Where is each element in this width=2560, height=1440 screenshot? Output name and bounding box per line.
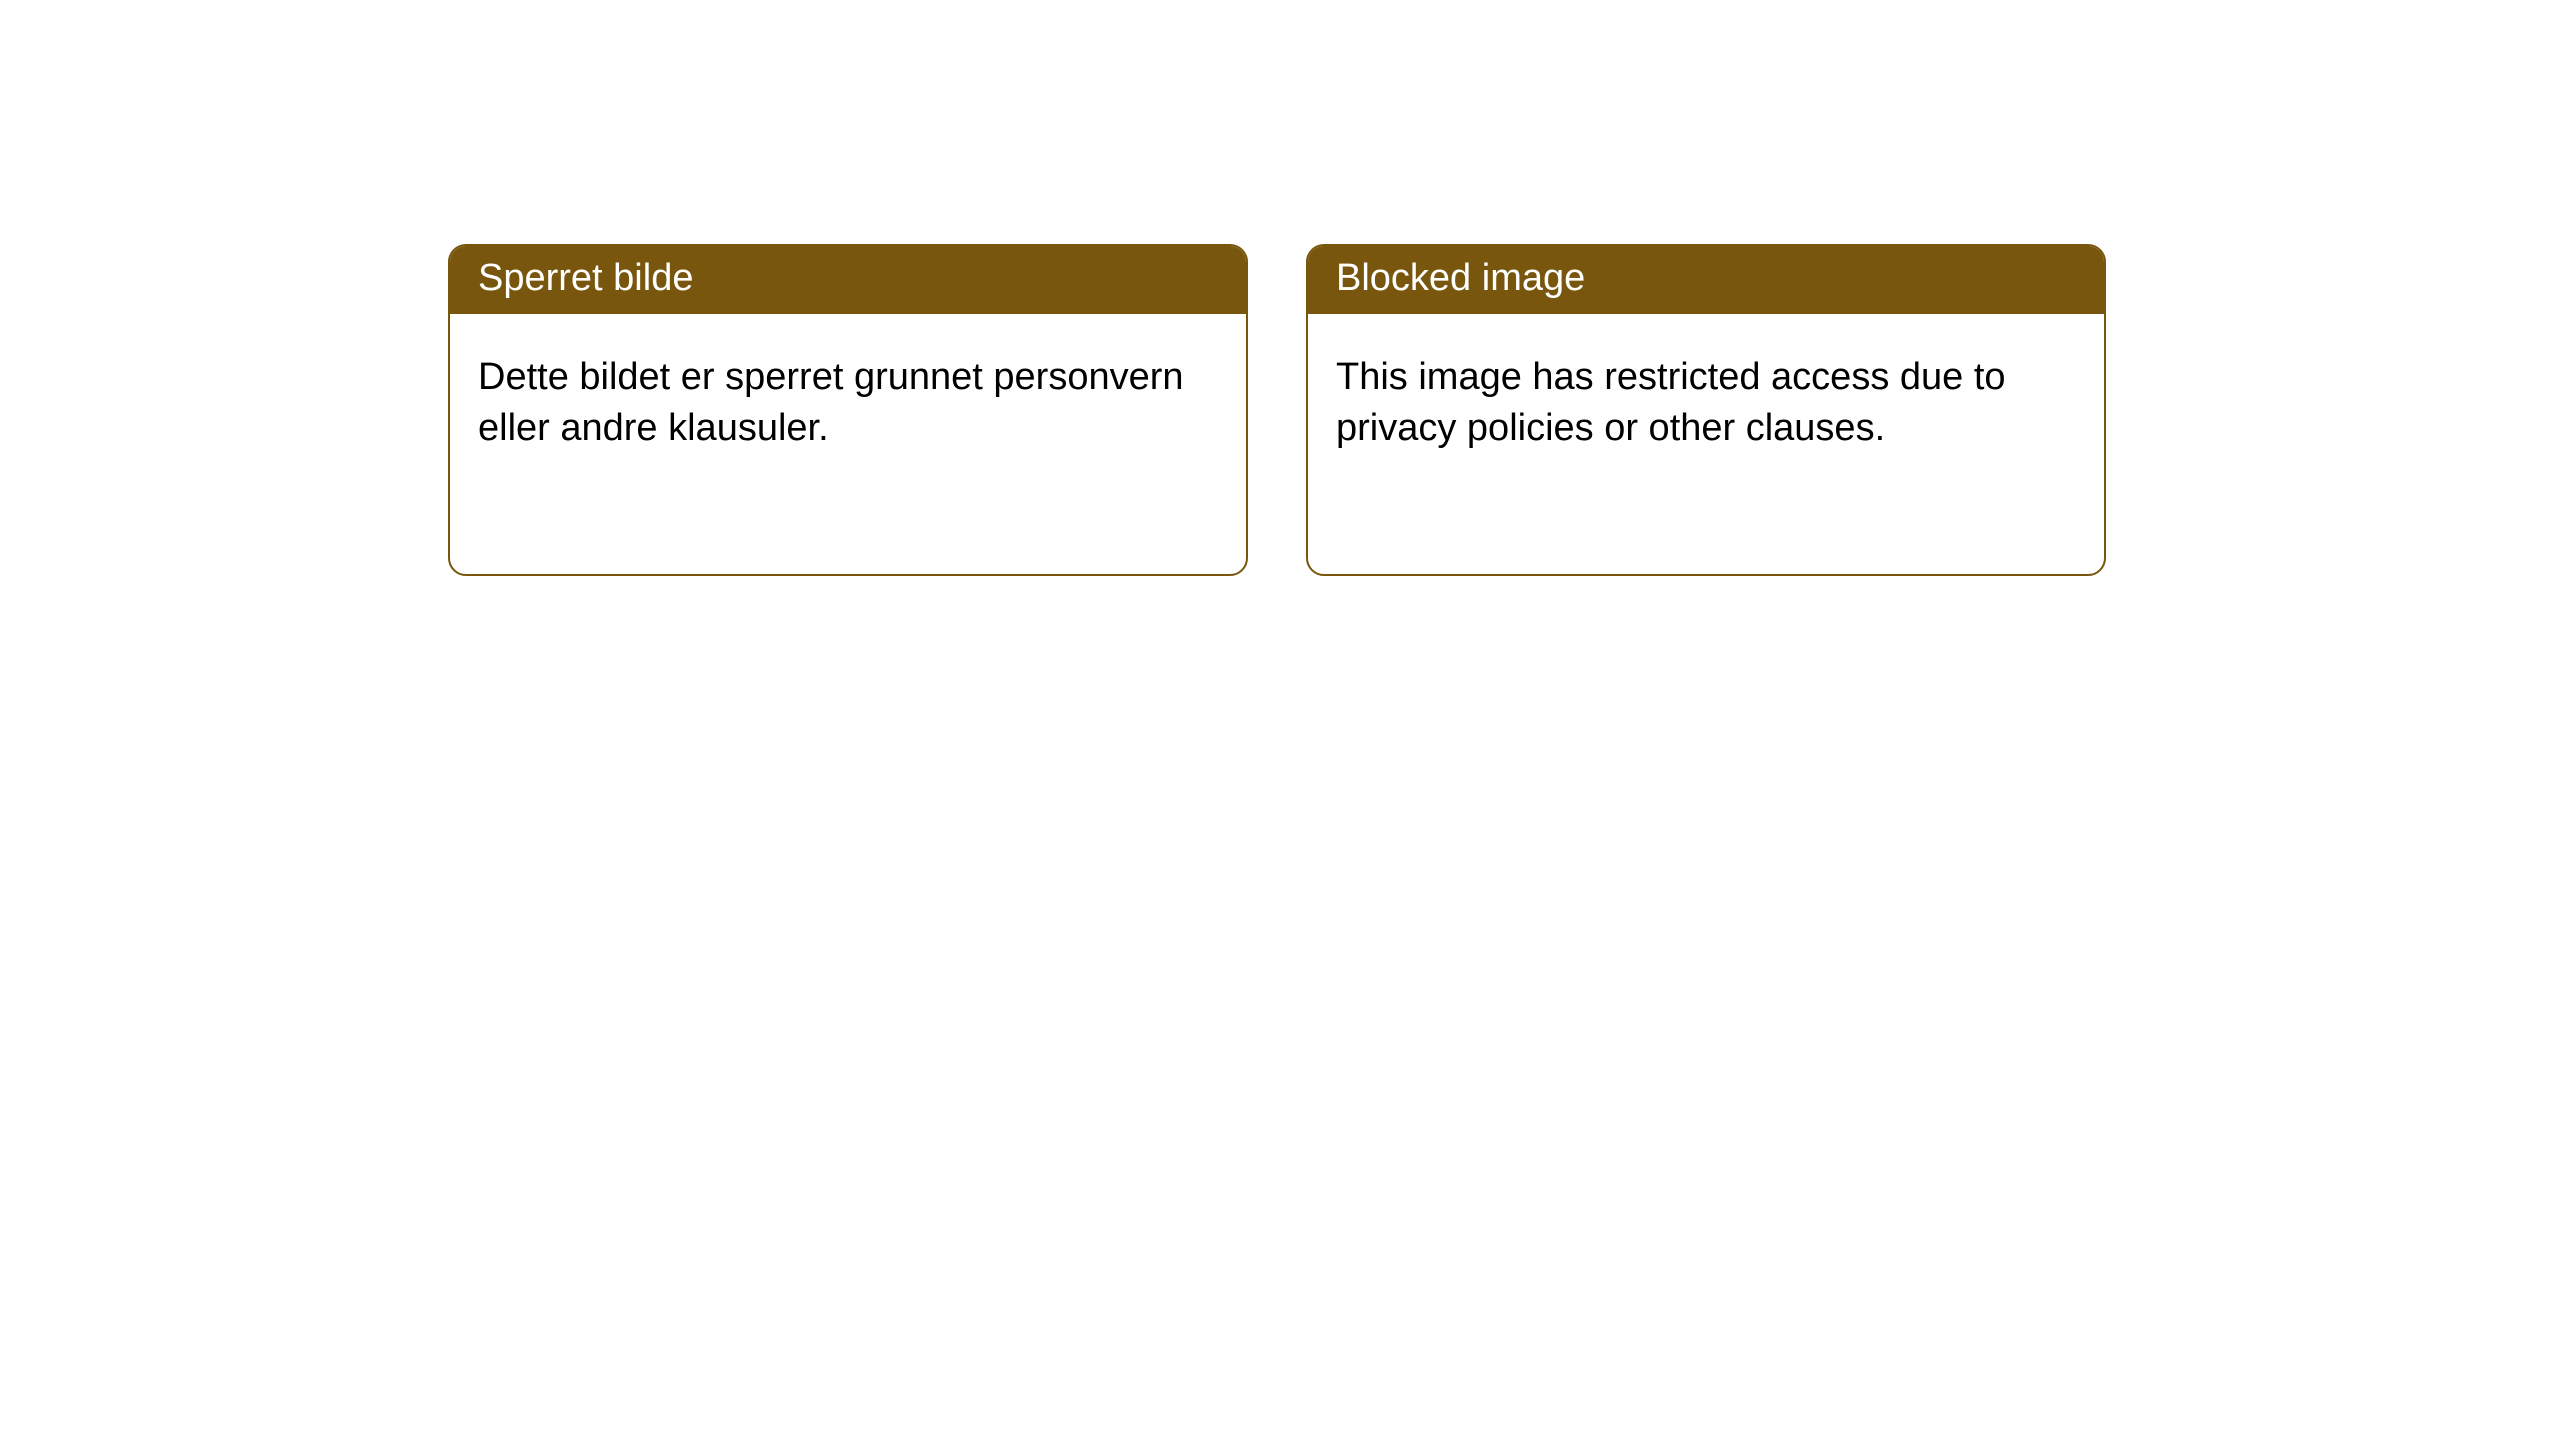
notice-body: Dette bildet er sperret grunnet personve… — [450, 314, 1246, 493]
notice-card-norwegian: Sperret bilde Dette bildet er sperret gr… — [448, 244, 1248, 576]
notice-container: Sperret bilde Dette bildet er sperret gr… — [448, 244, 2106, 576]
notice-title: Sperret bilde — [450, 246, 1246, 314]
notice-title: Blocked image — [1308, 246, 2104, 314]
notice-body: This image has restricted access due to … — [1308, 314, 2104, 493]
notice-card-english: Blocked image This image has restricted … — [1306, 244, 2106, 576]
